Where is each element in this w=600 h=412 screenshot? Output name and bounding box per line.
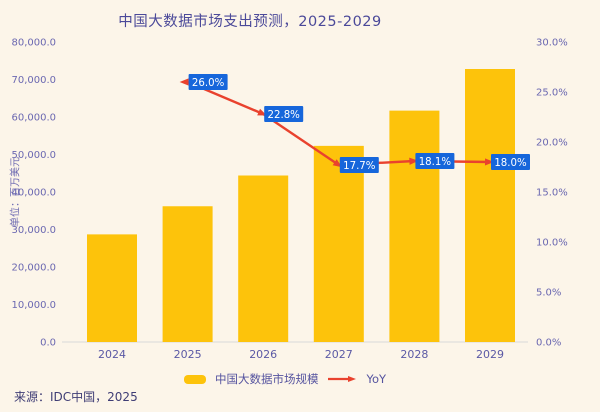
left-axis-tick: 50,000.0 xyxy=(11,150,56,161)
right-axis-tick: 10.0% xyxy=(536,238,568,249)
yoy-label-2025: 26.0% xyxy=(192,78,225,89)
legend-bar-label: 中国大数据市场规模 xyxy=(214,372,319,386)
legend: 中国大数据市场规模 YoY xyxy=(0,371,570,387)
chart-title: 中国大数据市场支出预测，2025-2029 xyxy=(118,14,382,30)
yoy-arrow-2029 xyxy=(484,158,494,166)
right-axis-tick: 30.0% xyxy=(536,38,568,49)
source-caption: 来源：IDC中国，2025 xyxy=(14,390,138,404)
x-axis-label-2027: 2027 xyxy=(325,348,353,361)
right-axis-tick: 15.0% xyxy=(536,188,568,199)
right-axis-tick: 5.0% xyxy=(536,288,561,299)
right-axis-tick: 0.0% xyxy=(536,338,561,349)
bar-2026 xyxy=(238,175,289,342)
left-axis-tick: 60,000.0 xyxy=(11,113,56,124)
yoy-start-arrow xyxy=(179,78,189,86)
yoy-arrow-2028 xyxy=(409,157,419,165)
left-axis-tick: 30,000.0 xyxy=(11,225,56,236)
yoy-label-2028: 18.1% xyxy=(419,157,452,168)
right-axis-tick: 25.0% xyxy=(536,88,568,99)
left-axis-tick: 0.0 xyxy=(40,338,56,349)
x-axis-label-2024: 2024 xyxy=(98,348,126,361)
legend-line-swatch xyxy=(327,374,357,384)
legend-line-label: YoY xyxy=(366,372,387,386)
yoy-label-2027: 17.7% xyxy=(343,161,376,172)
yoy-label-box-2029 xyxy=(491,154,530,170)
x-axis-label-2026: 2026 xyxy=(249,348,277,361)
right-axis-tick: 20.0% xyxy=(536,138,568,149)
bar-2025 xyxy=(162,206,213,342)
left-axis-tick: 20,000.0 xyxy=(11,263,56,274)
x-axis-label-2028: 2028 xyxy=(400,348,428,361)
legend-bar-swatch xyxy=(183,374,206,384)
yoy-label-box-2025 xyxy=(188,74,228,90)
x-axis-label-2025: 2025 xyxy=(174,348,202,361)
left-axis-tick: 70,000.0 xyxy=(11,75,56,86)
bar-2027 xyxy=(313,145,364,342)
yoy-label-2026: 22.8% xyxy=(268,110,301,121)
x-axis-label-2029: 2029 xyxy=(476,348,504,361)
yoy-label-box-2028 xyxy=(415,153,455,169)
left-axis-tick: 80,000.0 xyxy=(11,38,56,49)
bar-2024 xyxy=(87,234,137,342)
yoy-line-icon xyxy=(328,376,357,382)
left-axis-tick: 40,000.0 xyxy=(11,188,56,199)
yoy-label-2029: 18.0% xyxy=(494,158,527,169)
bar-2028 xyxy=(389,110,440,342)
left-axis-tick: 10,000.0 xyxy=(11,300,56,311)
yoy-arrow-2027 xyxy=(332,159,343,168)
bar-2029 xyxy=(465,69,515,342)
yoy-label-box-2027 xyxy=(339,157,379,173)
yoy-label-box-2026 xyxy=(264,106,304,122)
